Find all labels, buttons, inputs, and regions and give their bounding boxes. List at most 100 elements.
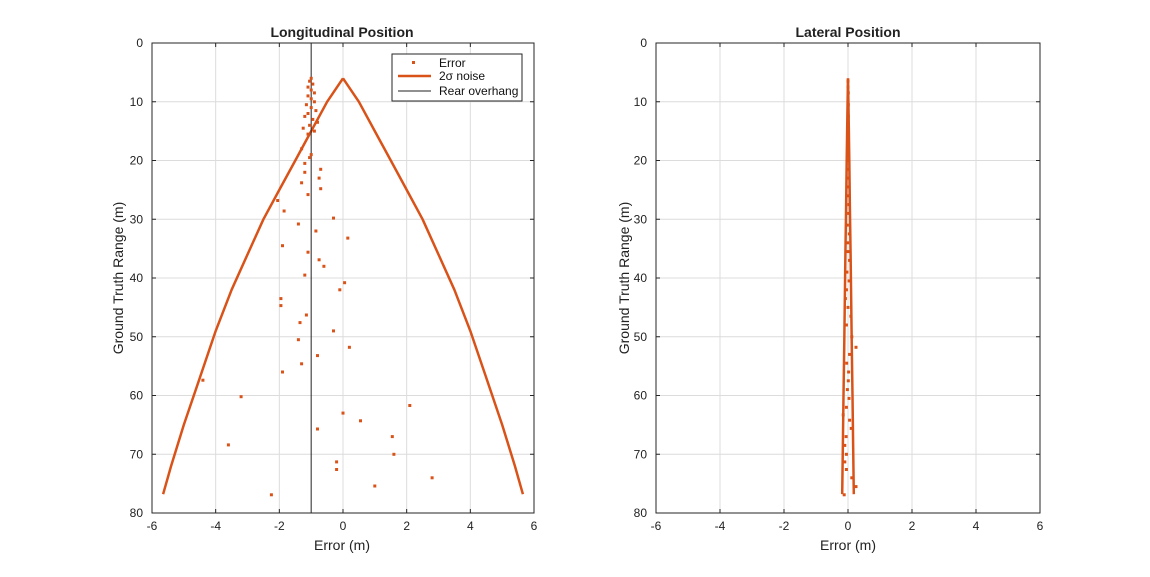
error-point <box>846 91 850 95</box>
x-tick-label: 6 <box>531 519 538 533</box>
error-point <box>846 120 850 124</box>
error-point <box>847 203 851 207</box>
error-point <box>846 194 850 198</box>
error-point <box>312 100 316 104</box>
error-point <box>332 216 335 220</box>
error-point <box>843 460 847 464</box>
x-tick-label: 6 <box>1037 519 1044 533</box>
x-tick-label: -2 <box>274 519 285 533</box>
error-point <box>317 258 321 262</box>
error-point <box>847 396 851 400</box>
error-point <box>309 76 313 80</box>
error-point <box>335 460 339 464</box>
error-point <box>846 79 850 83</box>
noise-curve-upper <box>846 78 856 495</box>
series-layer <box>161 43 525 513</box>
error-point <box>300 147 304 151</box>
error-point <box>306 85 310 89</box>
chart-title: Lateral Position <box>795 24 900 40</box>
error-point <box>316 354 319 358</box>
error-point <box>276 199 280 202</box>
error-point <box>301 126 305 130</box>
x-tick-label: 4 <box>973 519 980 533</box>
y-axis-label: Ground Truth Range (m) <box>616 202 632 355</box>
error-point <box>847 370 851 374</box>
error-point <box>847 279 851 283</box>
error-point <box>239 395 243 399</box>
error-point <box>846 305 850 309</box>
error-point <box>338 288 342 292</box>
y-tick-label: 80 <box>634 506 648 520</box>
error-point <box>306 112 310 115</box>
error-point <box>317 176 321 180</box>
error-point <box>304 103 308 107</box>
y-tick-label: 0 <box>136 36 143 50</box>
error-point <box>848 258 852 262</box>
error-point <box>390 435 394 439</box>
error-point <box>308 123 312 127</box>
x-tick-label: -6 <box>651 519 662 533</box>
error-point <box>309 106 313 110</box>
error-point <box>846 185 850 189</box>
error-point <box>316 120 319 124</box>
error-point <box>279 304 283 308</box>
error-point <box>269 493 273 497</box>
chart-title: Longitudinal Position <box>270 24 413 40</box>
x-axis-label: Error (m) <box>820 537 876 553</box>
error-point <box>309 88 313 92</box>
error-point <box>842 493 846 497</box>
error-point <box>296 338 300 342</box>
legend-label-overhang: Rear overhang <box>439 84 518 98</box>
error-point <box>314 109 318 113</box>
error-point <box>847 211 851 215</box>
error-point <box>319 187 323 191</box>
error-point <box>311 117 315 121</box>
y-axis-label: Ground Truth Range (m) <box>110 202 126 355</box>
error-point <box>298 321 302 325</box>
error-point <box>281 370 284 374</box>
error-point <box>303 114 307 118</box>
error-point <box>846 97 850 101</box>
error-point <box>308 79 312 83</box>
error-point <box>281 244 284 248</box>
error-point <box>303 161 307 165</box>
error-point <box>303 273 307 277</box>
error-point <box>846 379 850 383</box>
y-tick-label: 50 <box>634 330 648 344</box>
error-point <box>854 485 858 489</box>
error-point <box>844 288 848 292</box>
error-point <box>850 476 854 480</box>
x-tick-label: -6 <box>147 519 158 533</box>
error-point <box>306 132 310 136</box>
y-tick-label: 0 <box>640 36 647 50</box>
error-point <box>309 153 313 157</box>
error-point <box>846 150 850 154</box>
error-point <box>850 335 854 339</box>
error-point <box>306 193 310 197</box>
y-tick-label: 40 <box>634 271 648 285</box>
y-tick-label: 80 <box>130 506 144 520</box>
error-point <box>341 411 345 415</box>
x-tick-label: -4 <box>210 519 221 533</box>
error-point <box>347 345 351 349</box>
y-tick-label: 10 <box>130 95 144 109</box>
error-point <box>845 223 849 227</box>
error-point <box>306 94 310 98</box>
error-point <box>392 452 396 456</box>
error-point <box>845 270 849 274</box>
error-point <box>282 209 286 213</box>
error-point <box>846 114 850 118</box>
error-point <box>846 126 850 130</box>
y-tick-label: 70 <box>634 447 648 461</box>
x-tick-label: 0 <box>340 519 347 533</box>
x-tick-label: -2 <box>779 519 790 533</box>
error-point <box>846 241 850 245</box>
error-point <box>309 97 313 101</box>
error-point <box>848 418 852 422</box>
error-point <box>335 468 339 471</box>
error-point <box>846 132 850 136</box>
